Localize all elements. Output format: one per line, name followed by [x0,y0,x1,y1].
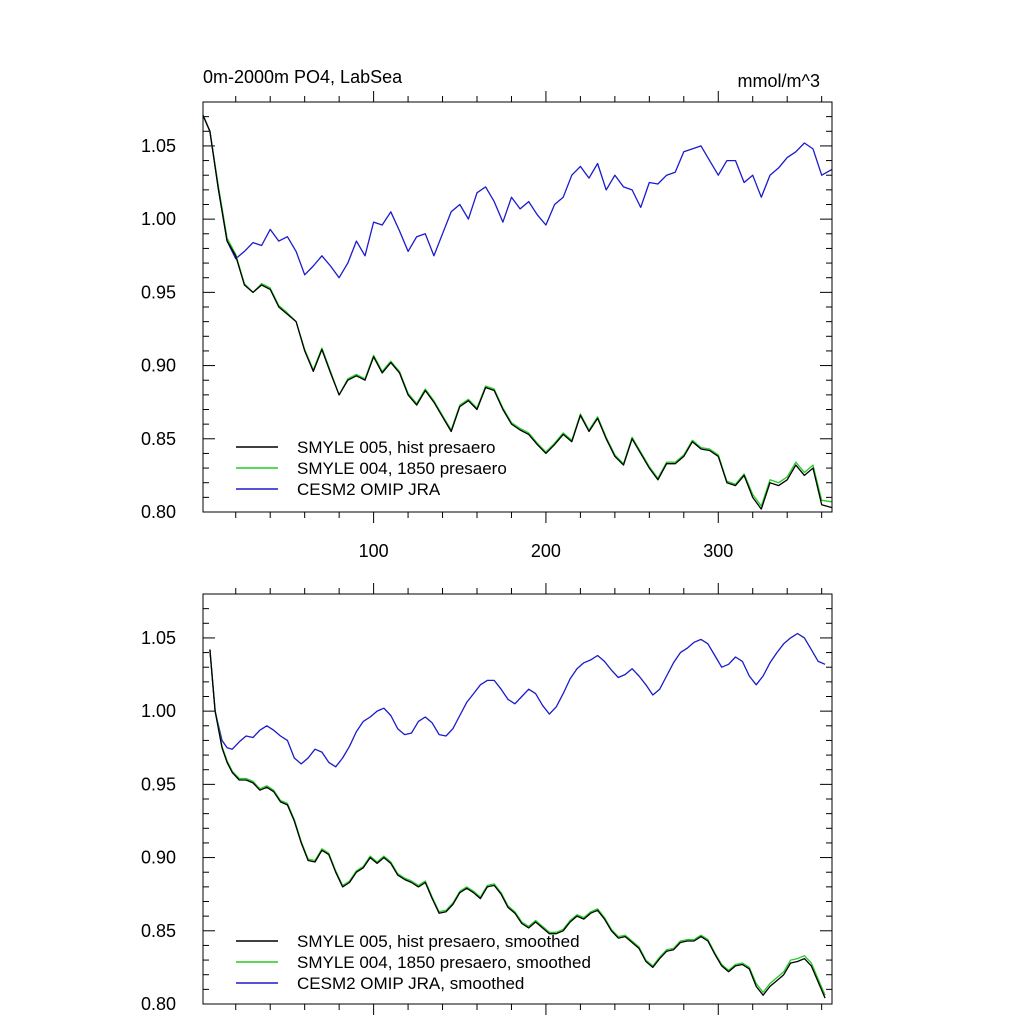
y-axis-labels: 0.80 0.85 0.90 0.95 1.00 1.05 [141,628,176,1014]
y-tick-label: 0.90 [141,848,176,868]
y-tick-label: 1.00 [141,701,176,721]
series-line-1 [209,649,826,999]
y-tick-label: 0.90 [141,356,176,376]
y-tick-label: 0.85 [141,429,176,449]
axis-ticks [203,91,832,523]
x-tick-label: 100 [359,541,389,561]
series-lines [209,632,826,999]
x-tick-label: 300 [703,541,733,561]
legend: SMYLE 005, hist presaero, smoothed SMYLE… [236,932,591,993]
y-axis-labels: 0.80 0.85 0.90 0.95 1.00 1.05 [141,136,176,522]
legend-label-series-1: SMYLE 005, hist presaero, smoothed [297,932,580,951]
bottom-chart-panel: 0.80 0.85 0.90 0.95 1.00 1.05 SMYLE 005, hist… [141,583,833,1015]
plot-frame [202,101,833,513]
legend-label-series-2: SMYLE 004, 1850 presaero [297,459,507,478]
y-tick-label: 1.05 [141,628,176,648]
y-tick-label: 0.95 [141,282,176,302]
y-tick-label: 0.80 [141,502,176,522]
chart-units: mmol/m^3 [738,71,820,91]
legend-label-series-3: CESM2 OMIP JRA, smoothed [297,974,524,993]
x-tick-label: 200 [531,541,561,561]
chart-title: 0m-2000m PO4, LabSea [203,67,403,87]
legend: SMYLE 005, hist presaero SMYLE 004, 1850… [236,438,507,499]
series-lines [202,114,833,510]
y-tick-label: 1.00 [141,209,176,229]
series-line-3 [209,632,826,768]
plot-frame [202,593,833,1005]
top-chart-panel: 0m-2000m PO4, LabSea mmol/m^3 0.800.850.… [141,67,833,561]
y-tick-label: 0.80 [141,994,176,1014]
legend-label-series-1: SMYLE 005, hist presaero [297,438,495,457]
series-line-1 [202,114,833,510]
y-tick-label: 0.95 [141,774,176,794]
y-tick-label: 0.85 [141,921,176,941]
x-axis-labels: 100 200 300 [359,541,734,561]
y-tick-label: 1.05 [141,136,176,156]
legend-label-series-3: CESM2 OMIP JRA [297,480,441,499]
series-line-3 [202,114,833,279]
legend-label-series-2: SMYLE 004, 1850 presaero, smoothed [297,953,591,972]
